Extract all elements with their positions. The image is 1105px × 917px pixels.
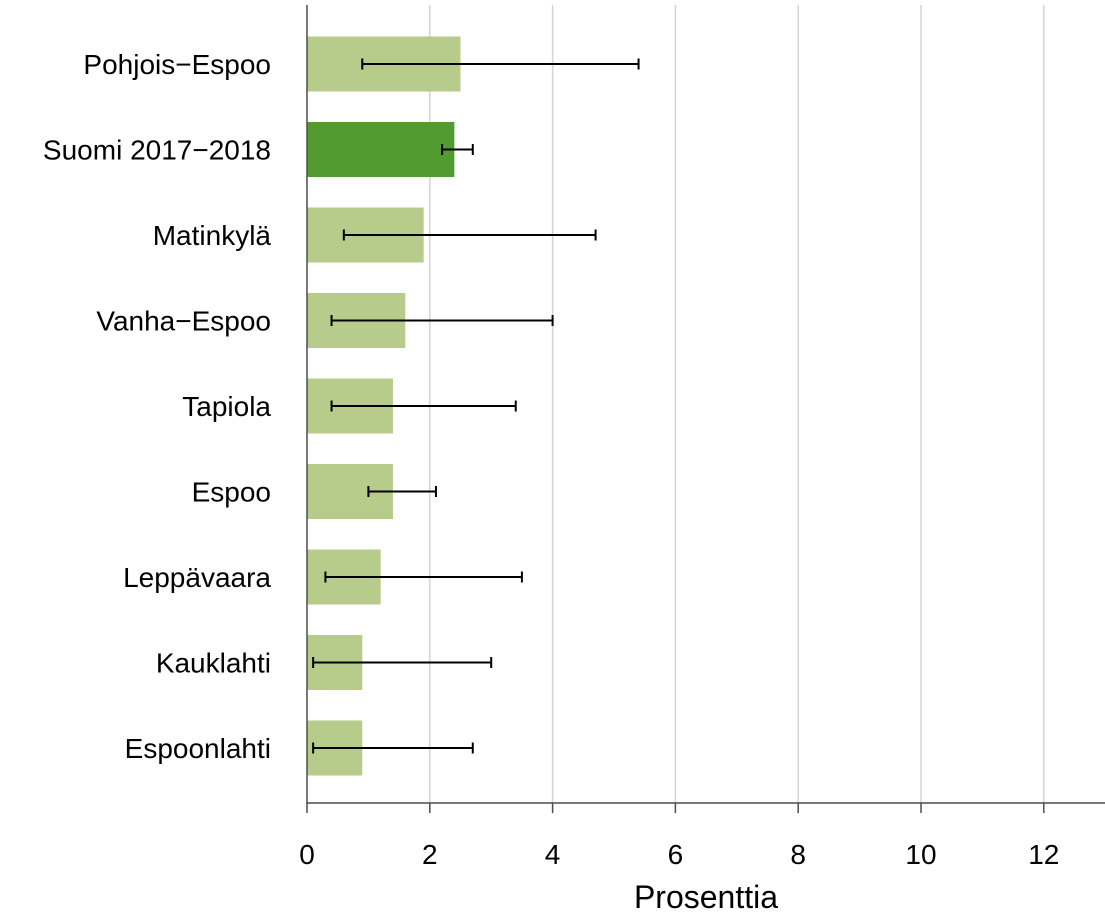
x-tick-label: 2 [422, 839, 438, 870]
x-axis-title: Prosenttia [634, 879, 778, 915]
x-tick-label: 6 [668, 839, 684, 870]
x-tick-label: 12 [1028, 839, 1059, 870]
category-label: Suomi 2017−2018 [43, 135, 271, 166]
error-bar [441, 144, 474, 155]
error-bars [312, 58, 640, 754]
category-label: Kauklahti [156, 648, 271, 679]
category-label: Pohjois−Espoo [83, 49, 271, 80]
category-labels: Pohjois−Espoo Suomi 2017−2018 Matinkylä Van… [43, 49, 272, 764]
x-ticks: 0 2 4 6 8 10 12 [299, 803, 1059, 870]
error-bar [342, 229, 597, 241]
error-bar [312, 742, 474, 754]
category-label: Matinkylä [153, 220, 272, 251]
error-bar [361, 58, 640, 70]
error-bar [312, 657, 493, 668]
x-tick-label: 4 [545, 839, 561, 870]
category-label: Vanha−Espoo [96, 306, 271, 337]
gridlines [429, 5, 1045, 803]
category-label: Leppävaara [123, 562, 271, 593]
error-bar [324, 571, 523, 583]
error-bar [330, 315, 554, 326]
category-label: Espoo [192, 477, 271, 508]
category-label: Tapiola [182, 391, 271, 422]
category-label: Espoonlahti [125, 733, 271, 764]
x-tick-label: 10 [905, 839, 936, 870]
bar [307, 122, 455, 177]
error-bar [367, 486, 437, 497]
axes [306, 5, 1105, 804]
x-tick-label: 0 [299, 839, 315, 870]
error-bar [330, 400, 517, 412]
x-tick-label: 8 [790, 839, 806, 870]
